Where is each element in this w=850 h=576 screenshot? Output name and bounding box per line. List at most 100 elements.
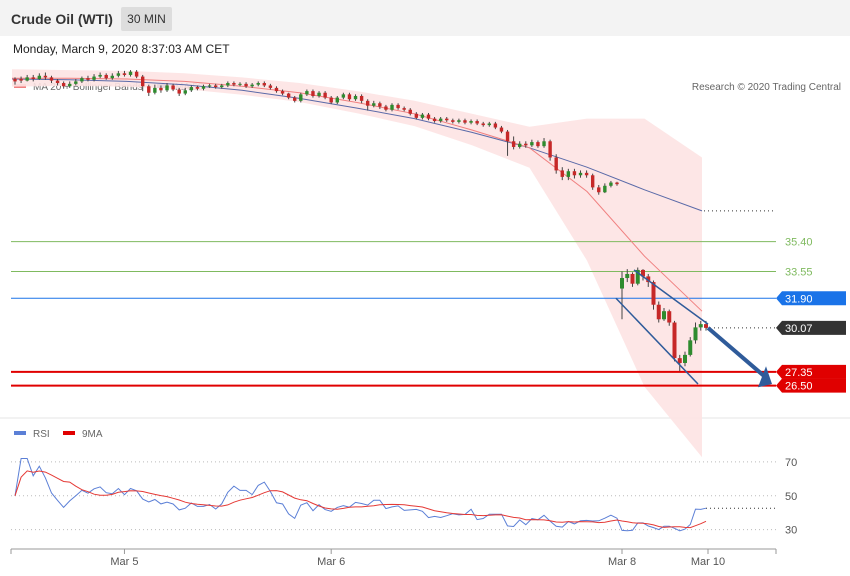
level-label-support: 27.35 — [785, 367, 813, 379]
candle-body — [457, 120, 461, 122]
candle-body — [159, 87, 163, 91]
level-label-resistance: 33.55 — [785, 267, 813, 279]
candle-body — [92, 76, 96, 80]
candle-body — [548, 141, 552, 158]
candle-body — [597, 187, 601, 193]
candle-body — [305, 91, 309, 95]
rsi-panel: 70 50 30 — [11, 457, 797, 537]
report-datetime: Monday, March 9, 2020 8:37:03 AM CET — [13, 42, 230, 56]
ma20-line — [12, 77, 703, 312]
candle-body — [677, 358, 682, 363]
candle-body — [220, 85, 224, 88]
candle-body — [74, 81, 78, 84]
candle-body — [286, 93, 291, 98]
candle-body — [603, 185, 607, 193]
candle-body — [116, 73, 121, 76]
candle-body — [432, 118, 437, 122]
candle-body — [683, 354, 687, 363]
candle-body — [55, 80, 60, 84]
candle-body — [43, 75, 48, 78]
level-label-pivot: 31.90 — [785, 293, 813, 305]
candle-body — [250, 84, 254, 87]
level-badge-support — [776, 378, 846, 393]
legend-rsi-swatch — [14, 431, 26, 435]
candle-body — [213, 85, 218, 88]
candle-body — [630, 273, 635, 284]
candle-body — [311, 91, 315, 96]
candle-body — [165, 85, 169, 91]
candle-body — [463, 120, 467, 123]
candle-body — [68, 83, 72, 87]
candle-body — [493, 123, 498, 128]
timeframe-button[interactable]: 30 MIN — [121, 7, 172, 31]
candle-body — [475, 121, 479, 124]
candle-body — [615, 182, 619, 185]
candle-body — [554, 157, 558, 171]
candle-body — [134, 71, 139, 77]
candle-body — [128, 71, 133, 75]
projection-arrow-shaft — [706, 326, 766, 378]
level-label-resistance: 35.40 — [785, 237, 813, 249]
rsi-axis-label: 30 — [785, 525, 797, 537]
candle-body — [25, 77, 29, 81]
rsi-ma-line — [14, 470, 707, 529]
candle-body — [625, 273, 630, 279]
candle-body — [195, 87, 200, 89]
candle-body — [323, 92, 327, 98]
candle-body — [189, 87, 194, 91]
candle-body — [536, 142, 540, 147]
candle-body — [359, 95, 364, 101]
candle-body — [656, 304, 661, 320]
candle-body — [402, 108, 406, 110]
candle-body — [481, 123, 485, 126]
candle-body — [299, 94, 303, 101]
candle-body — [698, 324, 703, 328]
candle-body — [365, 100, 370, 106]
candle-body — [171, 85, 175, 90]
legend-ma20-label: MA 20 + Bollinger Bands — [33, 82, 143, 93]
candle-body — [238, 83, 242, 85]
legend-rsi-ma-swatch — [63, 431, 75, 435]
candle-body — [566, 171, 571, 177]
candle-body — [420, 114, 425, 118]
candle-body — [183, 90, 187, 94]
candle-body — [372, 103, 376, 106]
candle-body — [542, 141, 546, 147]
candle-body — [140, 76, 145, 87]
candle-body — [390, 104, 394, 110]
candle-body — [13, 78, 17, 82]
candle-body — [693, 327, 698, 341]
candle-body — [61, 83, 66, 87]
last-price-label: 30.07 — [785, 323, 813, 335]
x-axis-tick-label: Mar 8 — [608, 556, 636, 568]
channel-upper-line — [633, 269, 709, 325]
ma50-line — [11, 78, 703, 212]
candle-body — [122, 73, 127, 75]
candle-body — [445, 118, 449, 121]
credit-text: Research © 2020 Trading Central — [692, 82, 841, 93]
candle-body — [49, 77, 54, 81]
channel-lower-line — [615, 297, 699, 385]
candle-body — [408, 109, 412, 114]
candle-body — [524, 143, 528, 146]
candle-body — [86, 78, 90, 80]
candle-body — [688, 340, 693, 355]
level-badge-support — [776, 364, 846, 379]
candle-body — [662, 311, 666, 320]
candle-body — [426, 114, 431, 119]
candle-body — [518, 143, 522, 147]
candle-body — [110, 75, 114, 79]
projection-arrow-head — [758, 366, 772, 388]
candle-body — [378, 103, 382, 107]
levels-layer: 35.40 33.55 31.90 30.07 27.35 26.50 — [11, 210, 846, 393]
candle-body — [641, 269, 645, 277]
candle-body — [584, 172, 589, 176]
candle-body — [104, 74, 108, 79]
candle-body — [469, 121, 473, 123]
candle-body — [274, 87, 279, 92]
candle-body — [451, 120, 455, 122]
candle-body — [651, 282, 656, 305]
level-label-support: 26.50 — [785, 381, 813, 393]
chart-header: Crude Oil (WTI) 30 MIN — [0, 0, 850, 36]
candle-body — [347, 94, 352, 100]
